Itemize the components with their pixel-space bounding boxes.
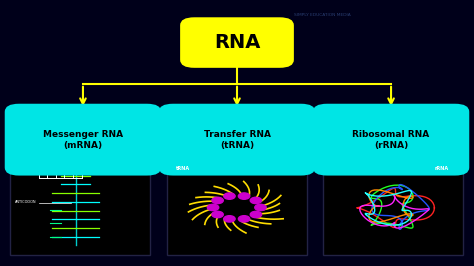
FancyBboxPatch shape <box>159 104 315 176</box>
Circle shape <box>224 193 235 199</box>
Text: SIMPLY EDUCATION MEDIA: SIMPLY EDUCATION MEDIA <box>294 13 351 17</box>
Circle shape <box>224 216 235 222</box>
Text: Ribosomal RNA
(rRNA): Ribosomal RNA (rRNA) <box>353 130 429 150</box>
Circle shape <box>212 197 223 204</box>
Circle shape <box>250 197 262 204</box>
Circle shape <box>238 193 250 199</box>
Circle shape <box>250 211 262 218</box>
Circle shape <box>212 211 223 218</box>
Circle shape <box>207 204 219 211</box>
FancyBboxPatch shape <box>167 160 307 255</box>
Text: ANTICODON: ANTICODON <box>15 200 36 204</box>
Text: rRNA: rRNA <box>435 166 449 171</box>
FancyBboxPatch shape <box>5 104 161 176</box>
Circle shape <box>255 204 266 211</box>
Text: Transfer RNA
(tRNA): Transfer RNA (tRNA) <box>203 130 271 150</box>
FancyBboxPatch shape <box>10 160 150 255</box>
Text: RNA: RNA <box>214 33 260 52</box>
FancyBboxPatch shape <box>180 17 294 68</box>
Circle shape <box>238 216 250 222</box>
Text: tRNA: tRNA <box>176 166 191 171</box>
FancyBboxPatch shape <box>313 104 469 176</box>
FancyBboxPatch shape <box>323 160 463 255</box>
Text: Messenger RNA
(mRNA): Messenger RNA (mRNA) <box>43 130 123 150</box>
